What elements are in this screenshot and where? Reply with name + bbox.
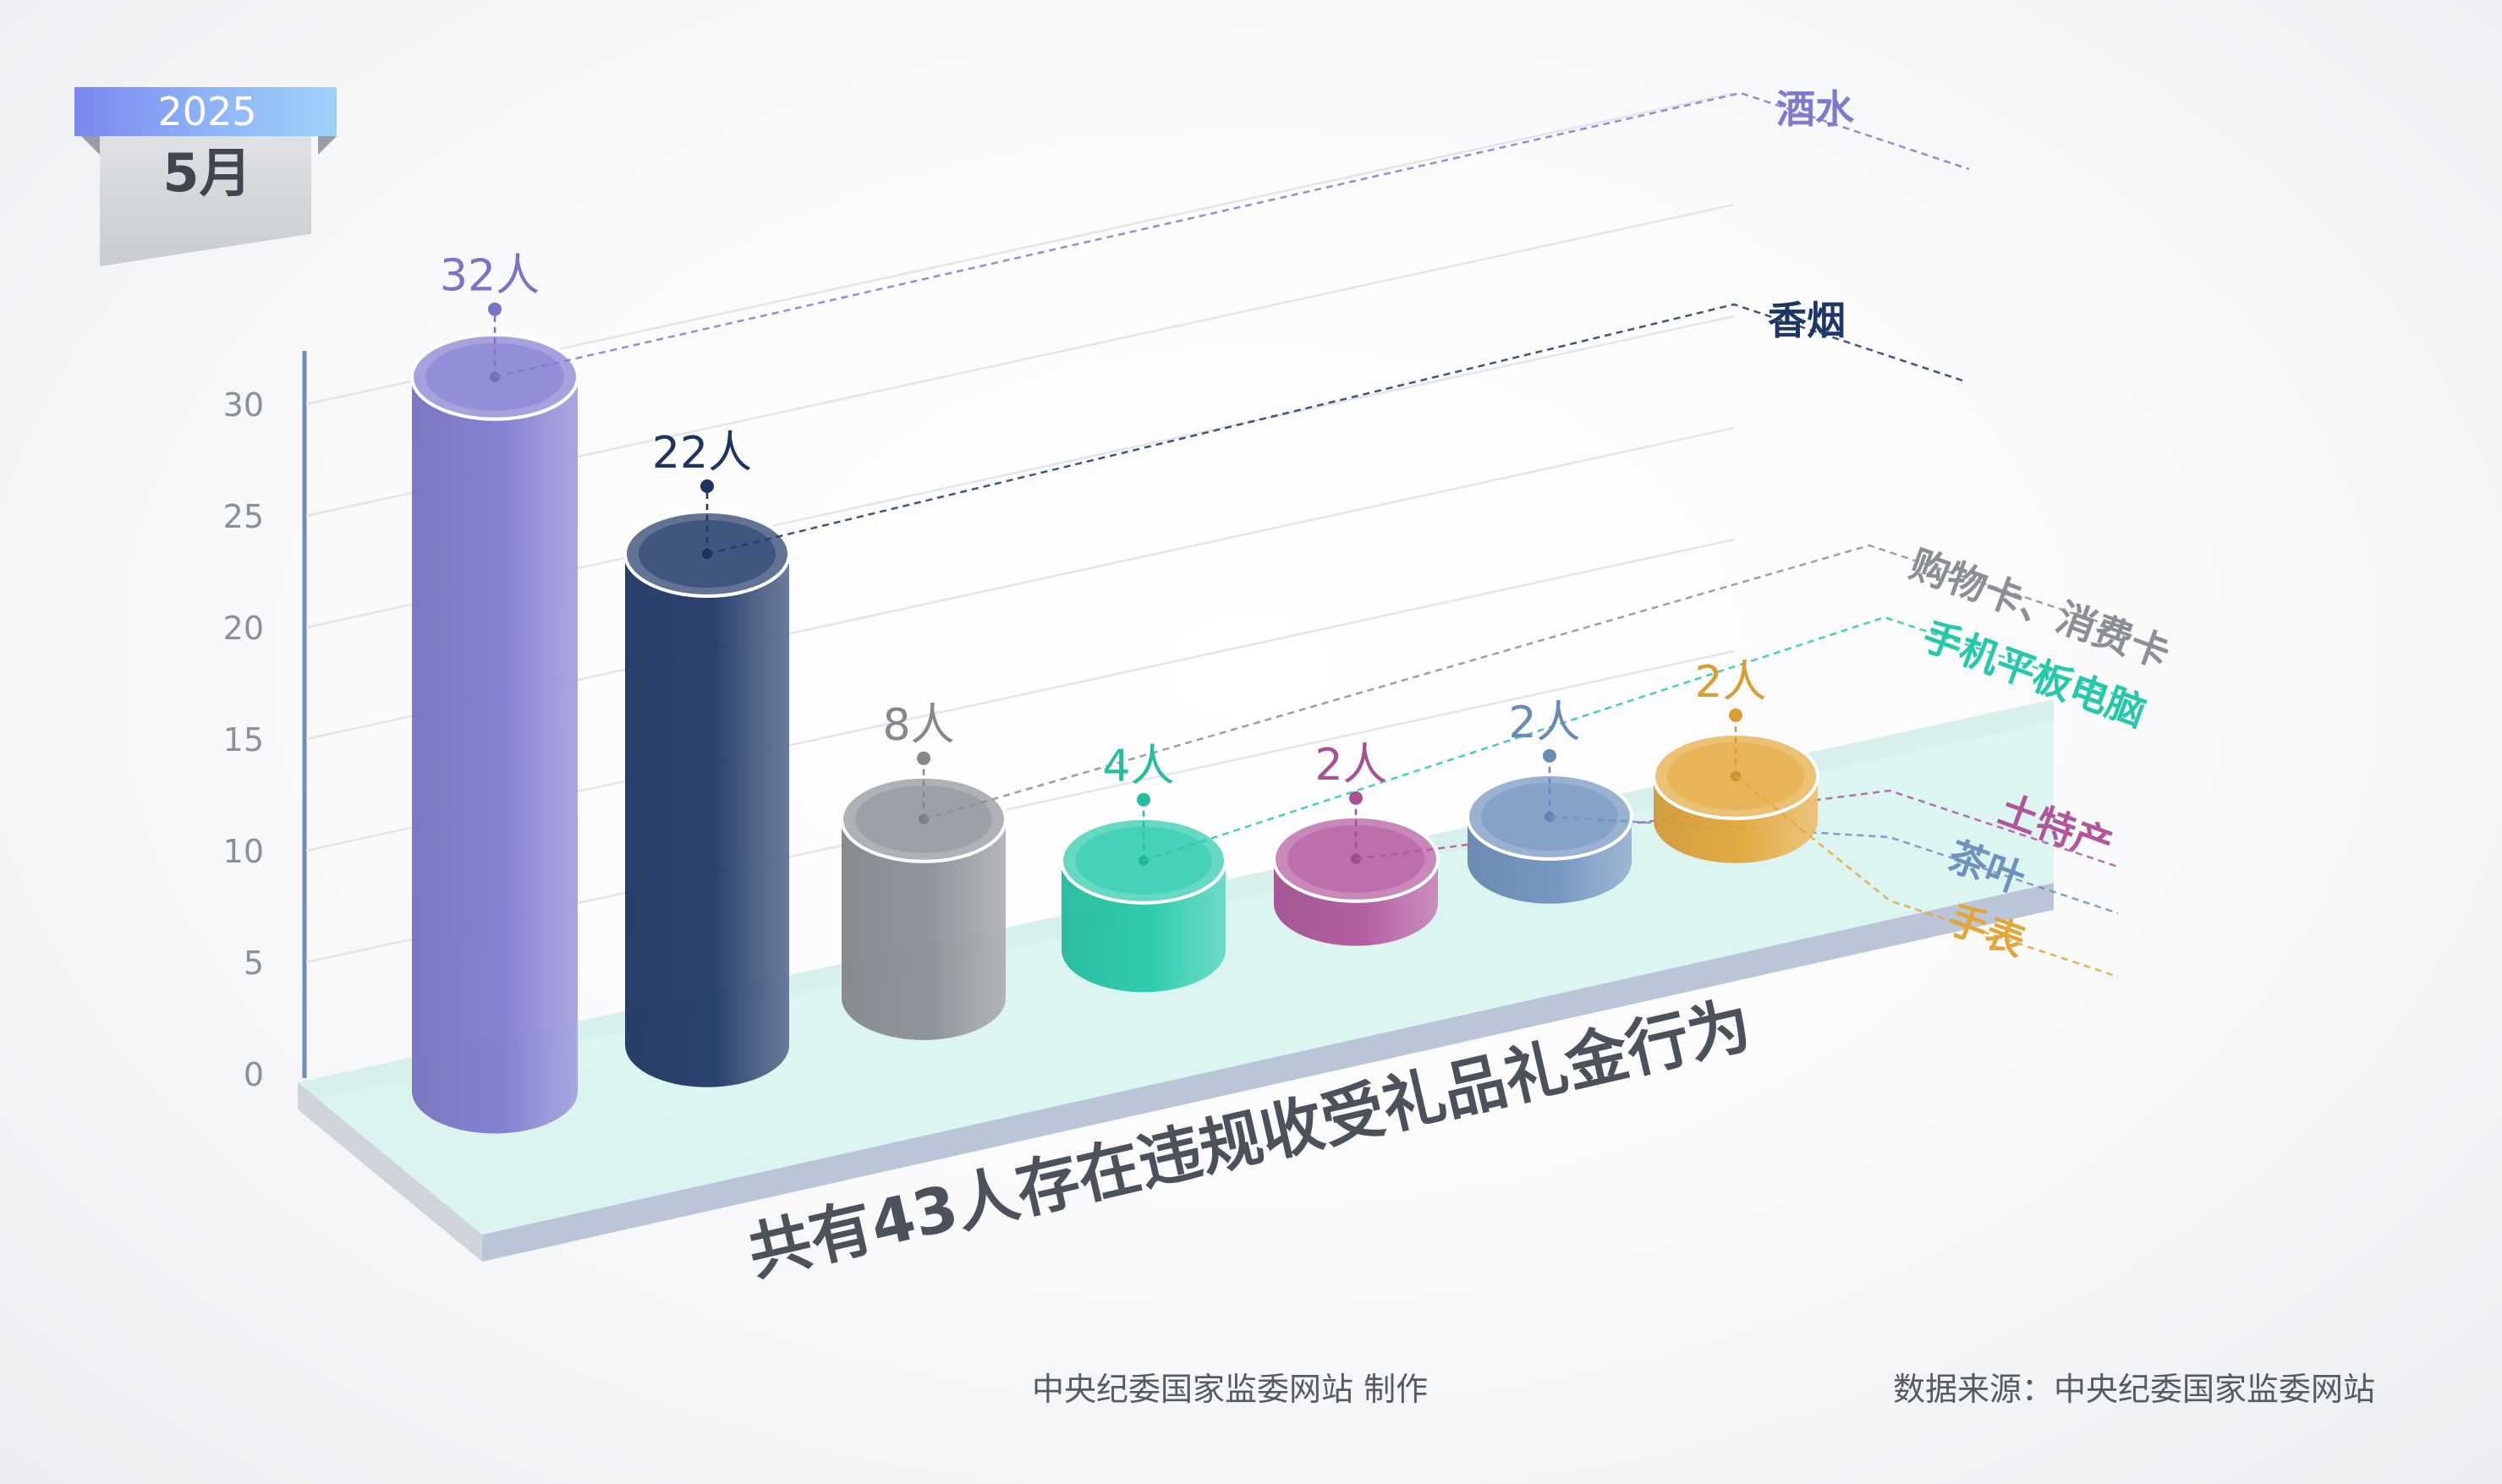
y-tick-label: 15 [223, 721, 264, 758]
y-tick-label: 10 [223, 833, 264, 870]
y-tick-label: 0 [244, 1056, 264, 1093]
footer-source: 数据来源：中央纪委国家监委网站 [1893, 1371, 2376, 1408]
bar-marker-dot [1349, 791, 1363, 805]
date-tag-month: 5月 [162, 142, 252, 204]
bar-marker-dot [1543, 748, 1556, 763]
bar-body [625, 553, 789, 1087]
date-tag-ribbon [74, 87, 337, 136]
bar-body [842, 819, 1006, 1040]
value-label: 22人 [652, 428, 752, 479]
category-leader [494, 91, 1970, 378]
value-label: 2人 [1694, 657, 1766, 708]
floor-edge-front [482, 883, 2054, 1262]
footer-producer: 中央纪委国家监委网站 制作 [1032, 1371, 1429, 1408]
value-label: 32人 [440, 251, 540, 302]
category-leader [706, 303, 1963, 556]
y-tick-label: 20 [223, 610, 264, 647]
bar-marker-dot [488, 302, 502, 316]
category-leader [1143, 616, 2114, 862]
floor-edge-side [298, 1082, 482, 1262]
y-tick-label: 30 [223, 386, 264, 424]
y-tick-label: 25 [223, 498, 264, 535]
category-label: 香烟 [1768, 298, 1846, 343]
date-tag-fold-right [318, 136, 337, 155]
bar-2: 22人 香烟 [623, 298, 1963, 1087]
date-tag-year: 2025 [157, 89, 257, 134]
category-label: 酒水 [1776, 86, 1855, 132]
category-leader [1549, 815, 2119, 915]
value-label: 4人 [1102, 742, 1174, 792]
bar-marker-dot [1137, 792, 1150, 807]
category-leader [923, 544, 2099, 820]
value-label: 2人 [1508, 698, 1580, 748]
bar-marker-dot [1729, 708, 1742, 722]
bar-1: 32人 酒水 [410, 86, 1970, 1134]
date-tag-fold-left [81, 136, 100, 155]
value-label: 2人 [1314, 740, 1386, 791]
y-tick-label: 5 [244, 945, 264, 982]
value-label: 8人 [882, 700, 954, 751]
bar-body [412, 376, 578, 1134]
bar-marker-dot [700, 479, 714, 493]
category-leader [1735, 775, 2119, 978]
bar-marker-dot [917, 751, 930, 765]
